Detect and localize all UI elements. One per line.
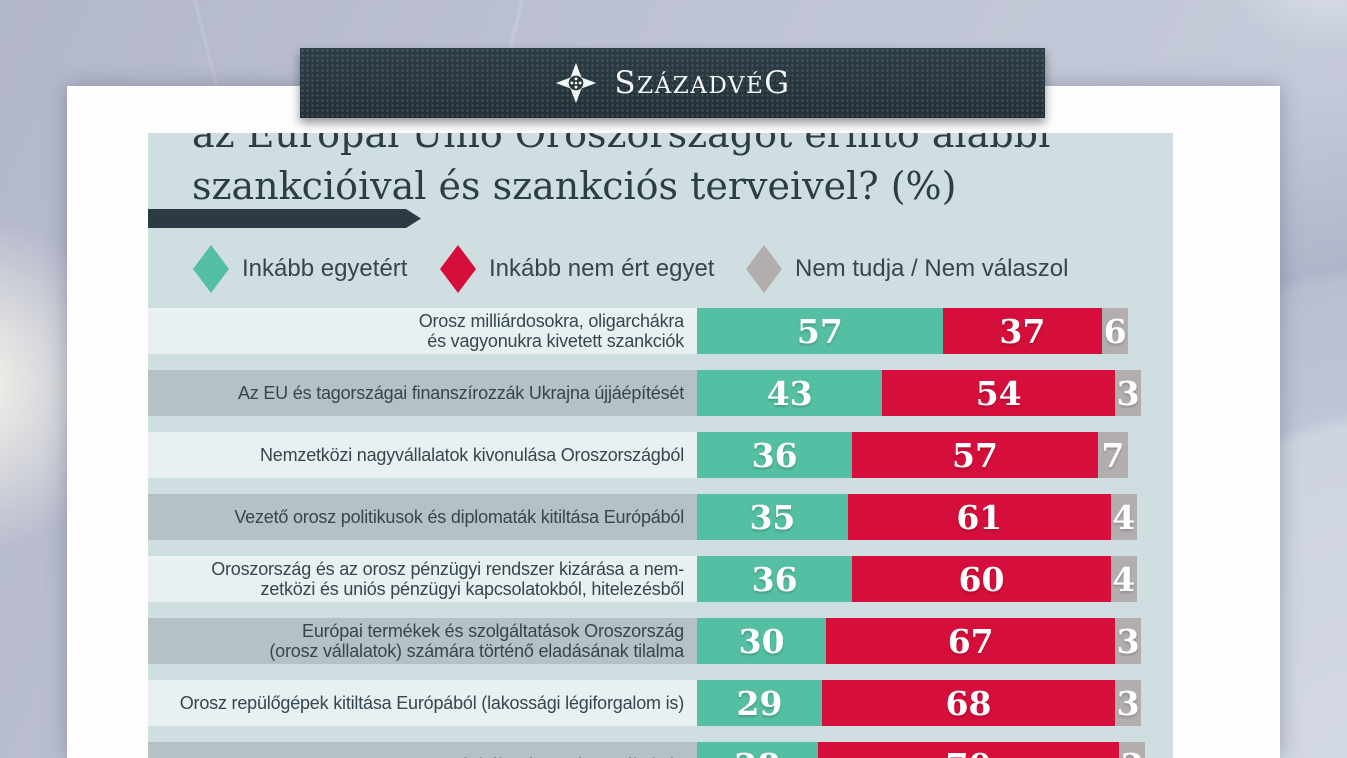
bar-agree-segment: 43 xyxy=(697,370,883,416)
row-bars: 29 68 3 xyxy=(697,680,1142,726)
bar-dk-segment: 3 xyxy=(1115,680,1142,726)
brand-bar: SZÁZADVÉG xyxy=(300,48,1045,118)
chart-title-line2: szankcióival és szankciós terveivel? (%) xyxy=(192,164,957,208)
legend-label: Inkább nem ért egyet xyxy=(489,255,715,282)
table-row: Európai termékek és szolgáltatások Orosz… xyxy=(148,618,1173,664)
row-label: Az EU és tagországai finanszírozzák Ukra… xyxy=(148,370,697,416)
row-bars: 35 61 4 xyxy=(697,494,1137,540)
chart-title-line1: az Európai Unió Oroszországot érintő alá… xyxy=(192,133,1051,156)
table-row: Oroszország és az orosz pénzügyi rendsze… xyxy=(148,556,1173,602)
legend: Inkább egyetért Inkább nem ért egyet Nem t… xyxy=(148,243,1173,295)
bar-disagree-segment: 67 xyxy=(826,618,1116,664)
bar-disagree-segment: 60 xyxy=(852,556,1111,602)
bar-disagree-segment: 57 xyxy=(852,432,1098,478)
legend-item: Inkább nem ért egyet xyxy=(440,243,714,295)
row-bars: 36 60 4 xyxy=(697,556,1137,602)
table-row: Orosz milliárdosokra, oligarchákra és vag… xyxy=(148,308,1173,354)
row-label: Vezető orosz politikusok és diplomaták k… xyxy=(148,494,697,540)
legend-item: Nem tudja / Nem válaszol xyxy=(746,243,1068,295)
table-row: Vezető orosz politikusok és diplomaták k… xyxy=(148,494,1173,540)
legend-item: Inkább egyetért xyxy=(193,243,407,295)
bar-agree-segment: 28 xyxy=(697,742,818,758)
bar-dk-segment: 6 xyxy=(1102,308,1129,354)
bar-disagree-segment: 37 xyxy=(942,308,1103,354)
legend-diamond-icon xyxy=(440,245,476,293)
row-bars: 28702 xyxy=(697,742,1146,758)
legend-label: Inkább egyetért xyxy=(242,255,408,282)
bar-disagree-segment: 70 xyxy=(817,742,1120,758)
table-row: Oroszországból származó termékek és28702 xyxy=(148,742,1173,758)
row-bars: 36 57 7 xyxy=(697,432,1128,478)
bar-disagree-segment: 68 xyxy=(821,680,1116,726)
legend-label: Nem tudja / Nem válaszol xyxy=(795,255,1069,282)
row-label: Orosz milliárdosokra, oligarchákra és vag… xyxy=(148,308,697,354)
brand-wordmark: SZÁZADVÉG xyxy=(614,64,791,101)
row-label: Nemzetközi nagyvállalatok kivonulása Oro… xyxy=(148,432,697,478)
bar-dk-segment: 3 xyxy=(1115,618,1142,664)
chart-panel: az Európai Unió Oroszországot érintő alá… xyxy=(148,133,1173,758)
bar-agree-segment: 29 xyxy=(697,680,822,726)
table-row: Nemzetközi nagyvállalatok kivonulása Oro… xyxy=(148,432,1173,478)
table-row: Az EU és tagországai finanszírozzák Ukra… xyxy=(148,370,1173,416)
bar-disagree-segment: 61 xyxy=(847,494,1111,540)
chart-title: az Európai Unió Oroszországot érintő alá… xyxy=(192,133,1152,212)
bar-disagree-segment: 54 xyxy=(882,370,1116,416)
table-row: Orosz repülőgépek kitiltása Európából (l… xyxy=(148,680,1173,726)
row-bars: 57 37 6 xyxy=(697,308,1129,354)
bar-dk-segment: 4 xyxy=(1110,494,1137,540)
bar-agree-segment: 30 xyxy=(697,618,827,664)
bar-dk-segment: 7 xyxy=(1097,432,1128,478)
row-bars: 30 67 3 xyxy=(697,618,1142,664)
row-label: Oroszországból származó termékek és xyxy=(148,742,697,758)
row-label: Oroszország és az orosz pénzügyi rendsze… xyxy=(148,556,697,602)
rows: Orosz milliárdosokra, oligarchákra és vag… xyxy=(148,308,1173,758)
bar-dk-segment: 2 xyxy=(1119,742,1146,758)
title-arrow-bar xyxy=(148,209,421,228)
bar-dk-segment: 3 xyxy=(1115,370,1142,416)
bar-agree-segment: 36 xyxy=(697,556,853,602)
bar-dk-segment: 4 xyxy=(1110,556,1137,602)
szazadveg-logo-icon xyxy=(554,61,598,105)
legend-diamond-icon xyxy=(193,245,229,293)
row-label: Európai termékek és szolgáltatások Orosz… xyxy=(148,618,697,664)
bar-agree-segment: 35 xyxy=(697,494,848,540)
bar-agree-segment: 36 xyxy=(697,432,853,478)
bar-agree-segment: 57 xyxy=(697,308,943,354)
legend-diamond-icon xyxy=(746,245,782,293)
row-bars: 43 54 3 xyxy=(697,370,1142,416)
row-label: Orosz repülőgépek kitiltása Európából (l… xyxy=(148,680,697,726)
